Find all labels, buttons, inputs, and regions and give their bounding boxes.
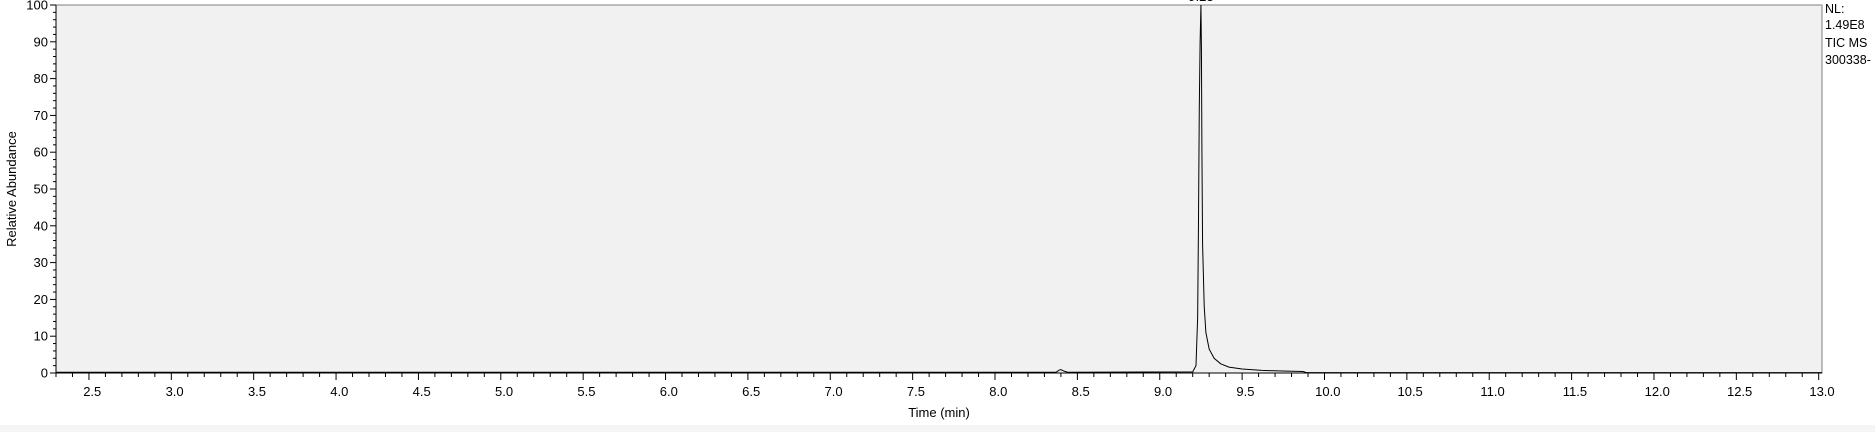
x-tick-label: 11.0 xyxy=(1480,384,1504,399)
x-tick-label: 10.5 xyxy=(1397,384,1422,399)
x-tick-label: 12.5 xyxy=(1727,384,1752,399)
y-tick-label: 40 xyxy=(34,218,48,233)
plot-area xyxy=(55,4,1823,374)
trace-label: TIC MS xyxy=(1825,36,1868,50)
x-tick-label: 3.0 xyxy=(166,384,184,399)
x-tick-label: 11.5 xyxy=(1563,384,1587,399)
y-tick-label: 50 xyxy=(34,182,48,197)
x-tick-label: 9.0 xyxy=(1154,384,1172,399)
x-tick-label: 5.0 xyxy=(495,384,513,399)
y-tick-label: 70 xyxy=(34,108,48,123)
y-tick-label: 100 xyxy=(26,0,48,13)
x-tick-label: 4.5 xyxy=(413,384,431,399)
trace-line-tic-ms xyxy=(56,4,1822,374)
peak-label: 9.23 xyxy=(1188,0,1213,4)
x-tick-label: 4.0 xyxy=(330,384,348,399)
x-tick-label: 3.5 xyxy=(248,384,266,399)
nl-label: NL: xyxy=(1825,2,1845,16)
y-tick-label: 90 xyxy=(34,34,48,49)
nl-value: 1.49E8 xyxy=(1825,18,1865,32)
x-tick-label: 6.5 xyxy=(742,384,760,399)
y-tick-label: 0 xyxy=(41,366,48,381)
y-axis-title: Relative Abundance xyxy=(4,131,19,247)
y-tick-label: 30 xyxy=(34,255,48,270)
x-tick-label: 7.0 xyxy=(825,384,843,399)
y-axis: 0 10 20 30 40 50 60 70 80 90 100 xyxy=(26,0,57,381)
x-tick-label: 6.0 xyxy=(660,384,678,399)
x-tick-label: 5.5 xyxy=(577,384,595,399)
x-tick-label: 9.5 xyxy=(1236,384,1254,399)
y-tick-label: 80 xyxy=(34,71,48,86)
x-tick-label: 8.5 xyxy=(1072,384,1090,399)
x-tick-label: 12.0 xyxy=(1645,384,1670,399)
x-tick-label: 10.0 xyxy=(1315,384,1340,399)
file-id: 300338- xyxy=(1825,53,1871,67)
y-tick-label: 10 xyxy=(34,329,48,344)
y-tick-label: 20 xyxy=(34,292,48,307)
y-tick-label: 60 xyxy=(34,145,48,160)
x-tick-label: 13.0 xyxy=(1809,384,1834,399)
x-axis: 2.5 3.0 3.5 4.0 4.5 5.0 5.5 6.0 6.5 7.0 7.5 8.0 8.5 9… xyxy=(55,372,1835,399)
x-axis-title: Time (min) xyxy=(908,405,970,420)
x-tick-label: 2.5 xyxy=(83,384,101,399)
x-tick-label: 8.0 xyxy=(989,384,1007,399)
x-tick-label: 7.5 xyxy=(907,384,925,399)
